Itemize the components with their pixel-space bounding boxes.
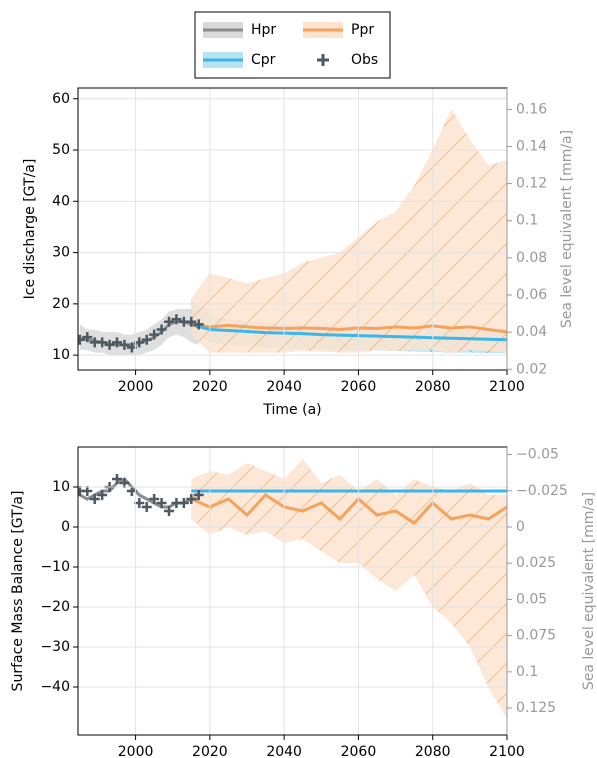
y2-tick-label: 0.1	[516, 664, 538, 680]
y2-tick-label: 0.04	[516, 324, 547, 340]
y-tick-label: 40	[52, 193, 70, 209]
legend-label: Obs	[351, 52, 378, 68]
y-tick-label: 50	[52, 142, 70, 158]
obs-marker	[112, 474, 122, 484]
obs-marker	[156, 324, 167, 335]
y2-tick-label: 0.06	[516, 287, 547, 303]
x-tick-label: 2100	[489, 744, 525, 758]
legend-marker	[317, 54, 329, 66]
obs-marker	[89, 494, 100, 504]
y2-tick-label: 0.1	[516, 213, 538, 229]
legend-label: Ppr	[351, 22, 374, 38]
legend: Hpr Cpr Ppr Obs	[194, 11, 391, 79]
y2-tick-label: 0.075	[516, 628, 556, 644]
plot-area	[78, 109, 507, 356]
y-tick-label: −40	[40, 679, 70, 695]
y-tick-label: −20	[40, 599, 70, 615]
y2-tick-label: 0.025	[516, 555, 556, 571]
plot-area	[78, 459, 507, 719]
y2-tick-label: 0.08	[516, 250, 547, 266]
obs-marker	[78, 334, 85, 345]
x-tick-label: 2100	[489, 379, 525, 395]
x-tick-label: 2000	[118, 379, 154, 395]
series-line	[191, 322, 507, 334]
y2-tick-label: 0.16	[516, 101, 547, 117]
series-line	[190, 493, 507, 525]
y2-tick-label: 0.14	[516, 138, 547, 154]
y2-tick-label: −0.025	[516, 483, 568, 499]
obs-marker	[141, 502, 152, 512]
y-tick-label: 60	[52, 91, 70, 107]
y2-tick-label: 0.125	[516, 700, 556, 716]
y-tick-label: −30	[40, 639, 70, 655]
obs-marker	[149, 494, 160, 504]
y-axis-label: Ice discharge [GT/a]	[22, 159, 38, 300]
legend-label: Hpr	[251, 22, 276, 38]
y-tick-label: −10	[40, 559, 70, 575]
x-tick-label: 2020	[192, 379, 228, 395]
obs-marker	[97, 490, 108, 500]
obs-marker	[82, 486, 93, 496]
y-tick-label: 30	[52, 245, 70, 261]
obs-marker	[156, 498, 167, 508]
series-line	[190, 322, 507, 342]
uncertainty-band	[79, 308, 199, 356]
x-tick-label: 2020	[192, 744, 228, 758]
x-tick-label: 2060	[341, 379, 377, 395]
band-hatch	[191, 109, 507, 353]
y2-tick-label: 0.02	[516, 361, 547, 377]
obs-marker	[186, 316, 197, 327]
legend-label: Cpr	[251, 52, 276, 68]
x-tick-label: 2000	[118, 744, 154, 758]
obs-marker	[112, 337, 122, 348]
obs-marker	[186, 494, 197, 504]
obs-marker	[193, 319, 204, 330]
obs-marker	[141, 334, 152, 345]
obs-marker	[171, 314, 182, 325]
obs-marker	[119, 339, 130, 350]
obs-marker	[97, 337, 108, 348]
y2-tick-label: 0.05	[516, 591, 547, 607]
obs-marker	[104, 339, 115, 350]
y2-axis-label: Sea level equivalent [mm/a]	[581, 492, 597, 690]
obs-marker	[164, 506, 174, 516]
y-axis-label: Surface Mass Balance [GT/a]	[10, 491, 26, 692]
band-hatch	[191, 459, 507, 719]
x-tick-label: 2060	[341, 744, 377, 758]
obs-marker	[82, 332, 93, 343]
obs-marker	[149, 329, 160, 340]
obs-marker	[193, 490, 204, 500]
y-tick-label: 0	[61, 519, 70, 535]
y2-tick-label: 0.12	[516, 176, 547, 192]
x-tick-label: 2040	[266, 379, 302, 395]
y2-tick-label: 0	[516, 519, 525, 535]
x-tick-label: 2040	[266, 744, 302, 758]
obs-marker	[119, 478, 130, 488]
x-tick-label: 2080	[415, 744, 451, 758]
x-tick-label: 2080	[415, 379, 451, 395]
y-tick-label: 20	[52, 296, 70, 312]
y-tick-label: 10	[52, 479, 70, 495]
obs-marker	[164, 316, 174, 327]
obs-marker	[178, 498, 189, 508]
x-axis-label: Time (a)	[262, 402, 321, 418]
y-tick-label: 10	[52, 347, 70, 363]
y2-axis-label: Sea level equivalent [mm/a]	[559, 130, 575, 328]
y2-tick-label: −0.05	[516, 447, 559, 463]
